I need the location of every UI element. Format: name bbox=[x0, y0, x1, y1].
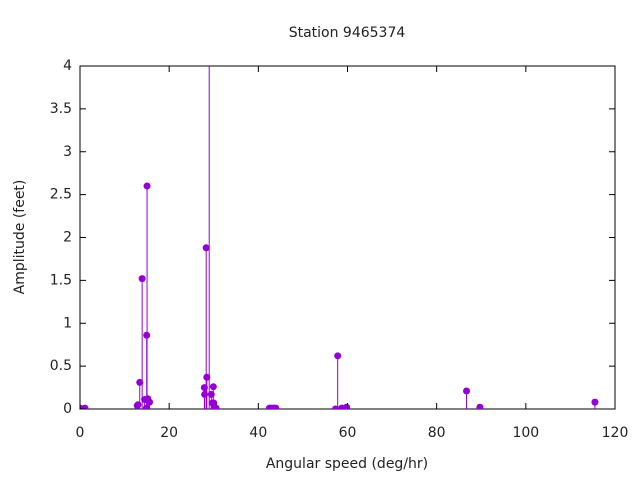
point bbox=[463, 387, 471, 395]
point bbox=[476, 403, 484, 409]
y-tick-label: 4 bbox=[63, 58, 72, 74]
point bbox=[212, 404, 220, 409]
point bbox=[202, 244, 210, 252]
x-axis-label: Angular speed (deg/hr) bbox=[266, 456, 428, 472]
point bbox=[81, 404, 89, 409]
point bbox=[343, 403, 351, 409]
plot-frame bbox=[79, 65, 616, 410]
point bbox=[136, 378, 144, 386]
y-tick-label: 1.5 bbox=[50, 272, 72, 288]
x-tick-label: 60 bbox=[339, 425, 357, 441]
chart-title: Station 9465374 bbox=[289, 25, 406, 41]
point bbox=[334, 352, 342, 360]
point bbox=[272, 404, 280, 409]
point bbox=[143, 182, 151, 190]
y-tick-label: 1 bbox=[63, 315, 72, 331]
y-tick-label: 2.5 bbox=[50, 187, 72, 203]
point bbox=[203, 373, 211, 381]
y-tick-label: 3.5 bbox=[50, 101, 72, 117]
y-tick-label: 2 bbox=[63, 230, 72, 246]
point bbox=[142, 404, 150, 409]
x-tick-label: 0 bbox=[76, 425, 85, 441]
y-tick-label: 0.5 bbox=[50, 358, 72, 374]
plot-area bbox=[80, 66, 599, 409]
x-tick-label: 120 bbox=[602, 425, 629, 441]
point bbox=[591, 398, 599, 406]
point bbox=[138, 275, 146, 283]
x-tick-label: 40 bbox=[249, 425, 267, 441]
x-tick-label: 80 bbox=[428, 425, 446, 441]
point bbox=[134, 401, 142, 409]
x-tick-label: 100 bbox=[512, 425, 539, 441]
point bbox=[209, 383, 217, 391]
y-tick-label: 3 bbox=[63, 144, 72, 160]
y-axis-label: Amplitude (feet) bbox=[12, 180, 28, 295]
x-tick-label: 20 bbox=[160, 425, 178, 441]
point bbox=[146, 398, 154, 406]
y-tick-label: 0 bbox=[63, 401, 72, 417]
